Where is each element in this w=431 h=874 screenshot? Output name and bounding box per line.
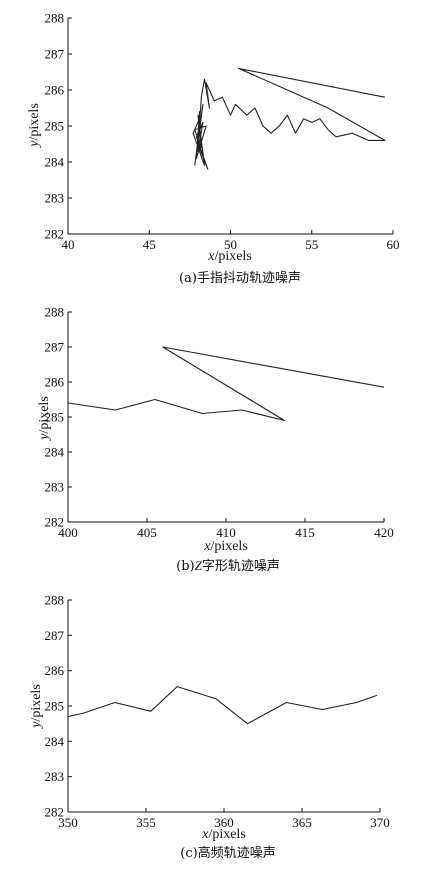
panel-c-x-axis-unit: /pixels bbox=[208, 827, 245, 842]
panel-b-y-tick-label: 287 bbox=[45, 340, 65, 355]
panel-c-y-tick-label: 284 bbox=[45, 734, 65, 749]
panel-a-y-axis-unit: /pixels bbox=[27, 103, 42, 140]
panel-b-x-axis-label: x/pixels bbox=[203, 539, 248, 554]
panel-b-caption-prefix: (b) bbox=[176, 559, 194, 574]
panel-c: 350 355 360 365 370 282 283 284 285 286 287 288 x/pi… bbox=[29, 593, 390, 862]
panel-a-y-tick-label: 286 bbox=[45, 83, 65, 98]
panel-b-plot: 400 405 410 415 420 282 283 284 285 286 287 288 x/pi… bbox=[37, 305, 394, 555]
panel-c-y-axis-var: y bbox=[29, 721, 44, 730]
panel-a-x-tick-label: 50 bbox=[224, 237, 237, 252]
panel-b-x-tick-label: 415 bbox=[295, 525, 315, 540]
panel-b-x-tick-label: 420 bbox=[374, 525, 394, 540]
panel-c-y-tick-label: 283 bbox=[45, 769, 65, 784]
panel-b-series-line bbox=[67, 346, 385, 422]
panel-c-y-tick-label: 282 bbox=[45, 805, 65, 820]
panel-c-x-tick-label: 360 bbox=[214, 815, 234, 830]
panel-c-y-tick-label: 287 bbox=[45, 628, 65, 643]
panel-a-y-tick-label: 285 bbox=[45, 119, 65, 134]
panel-a-x-axis-label: x/pixels bbox=[207, 249, 252, 264]
panel-b-y-tick-label: 283 bbox=[45, 480, 65, 495]
panel-b-y-axis-label: y/pixels bbox=[37, 396, 52, 442]
panel-c-y-axis-unit: /pixels bbox=[29, 684, 44, 721]
panel-a-x-tick-label: 55 bbox=[305, 237, 318, 252]
panel-a-y-axis-label: y/pixels bbox=[27, 103, 42, 149]
panel-c-x-tick-label: 355 bbox=[136, 815, 156, 830]
panel-a-x-axis-unit: /pixels bbox=[214, 249, 251, 264]
panel-a: 40 45 50 55 60282283284285286287288x/pixelsy… bbox=[27, 11, 400, 287]
panel-c-x-axis-var: x bbox=[201, 827, 209, 842]
panel-b-y-axis-var: y bbox=[37, 433, 52, 442]
panel-b-x-axis-var: x bbox=[203, 539, 211, 554]
panel-b-y-tick-label: 282 bbox=[45, 515, 65, 530]
panel-a-y-tick-label: 287 bbox=[45, 47, 65, 62]
panel-b-y-axis-unit: /pixels bbox=[37, 396, 52, 433]
panel-b-x-tick-label: 410 bbox=[216, 525, 236, 540]
panel-a-plot: 40 45 50 55 60282283284285286287288x/pixelsy… bbox=[27, 11, 400, 265]
panel-c-series-line bbox=[67, 686, 378, 725]
panel-c-x-tick-label: 365 bbox=[292, 815, 312, 830]
panel-a-y-tick-label: 288 bbox=[45, 11, 65, 26]
panel-c-x-axis-label: x/pixels bbox=[201, 827, 246, 842]
panel-b-x-tick-label: 400 bbox=[58, 525, 78, 540]
panel-b-y-tick-label: 286 bbox=[45, 375, 65, 390]
panel-a-y-tick-label: 284 bbox=[45, 155, 65, 170]
panel-b-caption: (b)Z字形轨迹噪声 bbox=[176, 558, 280, 574]
panel-c-x-tick-label: 370 bbox=[370, 815, 390, 830]
panel-c-y-tick-label: 285 bbox=[45, 699, 65, 714]
panel-c-y-tick-label: 288 bbox=[45, 593, 65, 608]
panel-c-y-axis-label: y/pixels bbox=[29, 684, 44, 730]
panel-a-y-tick-label: 282 bbox=[45, 227, 65, 242]
panel-a-y-axis-var: y bbox=[27, 140, 42, 149]
panel-a-caption: (a)手指抖动轨迹噪声 bbox=[179, 271, 301, 286]
panel-a-y-tick-label: 283 bbox=[45, 191, 65, 206]
panel-b-x-tick-label: 405 bbox=[137, 525, 157, 540]
panel-c-y-tick-label: 286 bbox=[45, 663, 65, 678]
panel-b-x-axis-unit: /pixels bbox=[210, 539, 247, 554]
panel-b-caption-z: Z bbox=[195, 558, 203, 573]
panel-a-x-tick-label: 40 bbox=[62, 237, 75, 252]
panel-b-caption-suffix: 字形轨迹噪声 bbox=[202, 559, 280, 574]
panel-a-x-tick-label: 60 bbox=[387, 237, 400, 252]
panel-a-series-line bbox=[192, 67, 386, 170]
panel-c-plot: 350 355 360 365 370 282 283 284 285 286 287 288 x/pi… bbox=[29, 593, 390, 843]
panel-b-y-tick-label: 284 bbox=[45, 445, 65, 460]
panel-a-x-axis-var: x bbox=[207, 249, 215, 264]
panel-c-caption: (c)高频轨迹噪声 bbox=[180, 845, 275, 861]
panel-a-x-tick-label: 45 bbox=[143, 237, 156, 252]
panel-b-y-tick-label: 288 bbox=[45, 305, 65, 320]
panel-b: 400 405 410 415 420 282 283 284 285 286 287 288 x/pi… bbox=[37, 305, 394, 575]
panel-b-y-tick-label: 285 bbox=[45, 410, 65, 425]
panel-c-x-tick-label: 350 bbox=[58, 815, 78, 830]
